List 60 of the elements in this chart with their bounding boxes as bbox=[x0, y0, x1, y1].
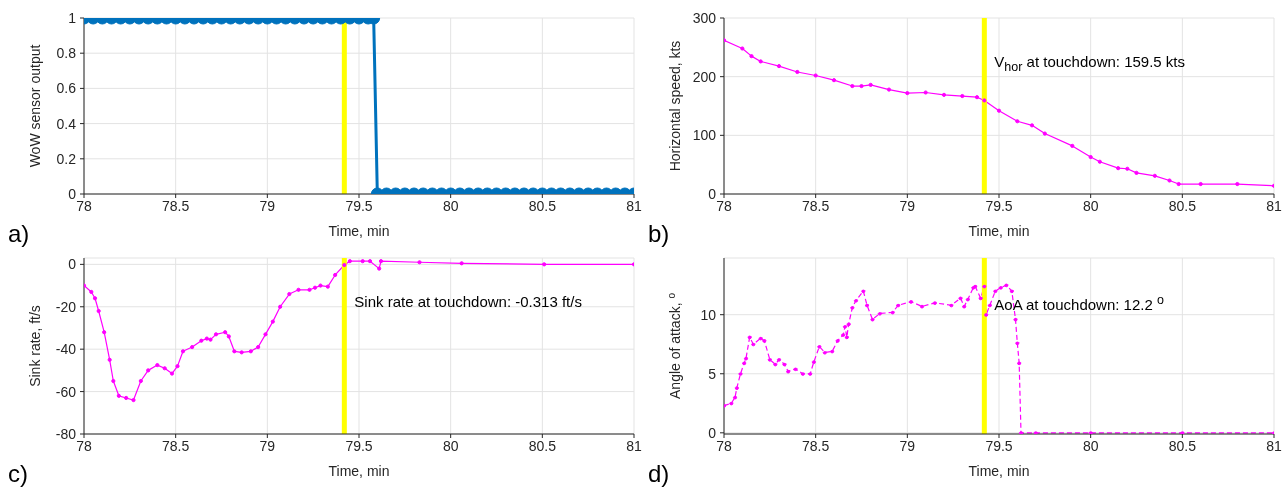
y-tick-label: 10 bbox=[700, 306, 717, 323]
x-tick-label: 78 bbox=[76, 437, 92, 454]
x-tick-label: 78.5 bbox=[162, 197, 190, 214]
x-tick-label: 79 bbox=[899, 197, 916, 214]
x-tick-label: 80 bbox=[1082, 437, 1099, 454]
annotation: AoA at touchdown: 12.2 $^{o}$ bbox=[994, 293, 1164, 314]
x-axis-title: Time, min bbox=[968, 223, 1030, 239]
x-tick-label: 78.5 bbox=[802, 197, 830, 214]
x-tick-label: 79 bbox=[259, 197, 276, 214]
x-tick-label: 81 bbox=[626, 437, 642, 454]
y-tick-label: -60 bbox=[55, 383, 77, 400]
y-tick-label: 0 bbox=[708, 424, 717, 441]
text: d) bbox=[648, 460, 670, 488]
y-tick-label: 0 bbox=[708, 185, 717, 202]
y-tick-label: 1 bbox=[68, 9, 77, 26]
x-tick-label: 79.5 bbox=[985, 197, 1013, 214]
x-tick-label: 80 bbox=[442, 437, 459, 454]
y-tick-label: 300 bbox=[692, 9, 717, 26]
y-tick-label: -20 bbox=[55, 298, 77, 315]
x-tick-label: 78 bbox=[76, 197, 92, 214]
x-tick-label: 78.5 bbox=[162, 437, 190, 454]
x-tick-label: 80.5 bbox=[528, 437, 557, 454]
y-tick-label: 100 bbox=[692, 127, 717, 144]
y-tick-label: 0.8 bbox=[56, 45, 77, 62]
y-tick-label: 0.6 bbox=[56, 80, 77, 97]
x-tick-label: 79.5 bbox=[345, 437, 373, 454]
text: c) bbox=[8, 460, 28, 488]
x-tick-label: 81 bbox=[1266, 197, 1282, 214]
text: b) bbox=[648, 220, 670, 248]
x-tick-label: 80 bbox=[1082, 197, 1099, 214]
y-tick-label: 0 bbox=[68, 256, 77, 273]
x-tick-label: 79 bbox=[259, 437, 276, 454]
annotation: V$_{hor}$ at touchdown: 159.5 kts bbox=[994, 53, 1186, 75]
x-tick-label: 80.5 bbox=[1168, 197, 1197, 214]
y-axis-title: Horizontal speed, kts bbox=[667, 40, 683, 172]
x-tick-label: 80.5 bbox=[528, 197, 557, 214]
y-tick-label: 0.2 bbox=[56, 150, 77, 167]
y-tick-label: -80 bbox=[55, 425, 77, 442]
y-axis-title: Sink rate, ft/s bbox=[27, 305, 43, 387]
x-tick-label: 79.5 bbox=[985, 437, 1013, 454]
y-tick-label: 0.4 bbox=[56, 115, 77, 132]
x-tick-label: 81 bbox=[626, 197, 642, 214]
x-tick-label: 79 bbox=[899, 437, 916, 454]
x-axis-title: Time, min bbox=[968, 463, 1030, 479]
x-tick-label: 78 bbox=[716, 197, 732, 214]
x-tick-label: 80.5 bbox=[1168, 437, 1197, 454]
x-axis-title: Time, min bbox=[328, 463, 390, 479]
x-tick-label: 78 bbox=[716, 437, 732, 454]
x-tick-label: 78.5 bbox=[802, 437, 830, 454]
text: a) bbox=[8, 220, 30, 248]
x-tick-label: 80 bbox=[442, 197, 459, 214]
y-tick-label: 5 bbox=[708, 365, 717, 382]
x-axis-title: Time, min bbox=[328, 223, 390, 239]
y-axis-title: WoW sensor output bbox=[27, 44, 43, 168]
annotation: Sink rate at touchdown: -0.313 ft/s bbox=[354, 293, 582, 311]
x-tick-label: 79.5 bbox=[345, 197, 373, 214]
y-tick-label: 200 bbox=[692, 68, 717, 85]
x-tick-label: 81 bbox=[1266, 437, 1282, 454]
y-tick-label: -40 bbox=[55, 341, 77, 358]
y-tick-label: 0 bbox=[68, 185, 77, 202]
